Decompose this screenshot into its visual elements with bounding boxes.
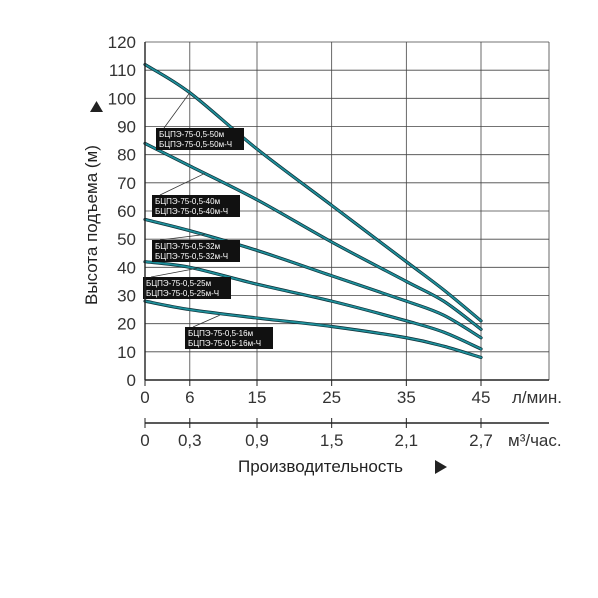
curve-label-leader xyxy=(150,267,198,278)
y-tick-label: 120 xyxy=(108,33,136,52)
curve-label-text: БЦПЭ-75-0,5-50м-Ч xyxy=(159,140,232,149)
x-tick-label-m3h: 0,9 xyxy=(245,431,269,450)
x-tick-label-lpm: 35 xyxy=(397,388,416,407)
y-tick-label: 50 xyxy=(117,230,136,249)
curve-label-leader xyxy=(192,314,220,328)
x-tick-label-m3h: 0,3 xyxy=(178,431,202,450)
series-line xyxy=(144,300,482,359)
y-tick-label: 90 xyxy=(117,118,136,137)
curve-label-bg xyxy=(143,277,231,299)
x-unit-m3h: м³/час. xyxy=(508,431,562,450)
y-tick-label: 20 xyxy=(117,315,136,334)
x-tick-label-lpm: 0 xyxy=(140,388,149,407)
curve-label-text: БЦПЭ-75-0,5-32м-Ч xyxy=(155,252,228,261)
y-tick-label: 60 xyxy=(117,202,136,221)
y-tick-label: 10 xyxy=(117,343,136,362)
y-tick-label: 70 xyxy=(117,174,136,193)
curve-label-leader xyxy=(159,173,205,196)
x-tick-label-lpm: 6 xyxy=(185,388,194,407)
series-line xyxy=(144,142,482,331)
y-tick-label: 30 xyxy=(117,287,136,306)
curve-label-bg xyxy=(156,128,244,150)
curve-labels: БЦПЭ-75-0,5-50мБЦПЭ-75-0,5-50м-ЧБЦПЭ-75-… xyxy=(143,92,273,349)
curve-label-text: БЦПЭ-75-0,5-50м xyxy=(159,130,224,139)
y-tick-label: 0 xyxy=(127,371,136,390)
series-line xyxy=(144,260,482,350)
x-tick-label-m3h: 0 xyxy=(140,431,149,450)
x-tick-label-m3h: 2,7 xyxy=(469,431,493,450)
curve-label-bg xyxy=(185,327,273,349)
arrow-up-icon xyxy=(90,101,103,112)
x-tick-label-lpm: 25 xyxy=(322,388,341,407)
x-unit-lpm: л/мин. xyxy=(512,388,562,407)
y-tick-label: 40 xyxy=(117,258,136,277)
curve-label-leader xyxy=(159,234,205,241)
curve-label-text: БЦПЭ-75-0,5-32м xyxy=(155,242,220,251)
series-line xyxy=(144,218,482,339)
x-axis-title: Производительность xyxy=(238,457,403,476)
arrow-right-icon xyxy=(435,460,447,474)
x-tick-label-m3h: 2,1 xyxy=(395,431,419,450)
curve-label-text: БЦПЭ-75-0,5-40м xyxy=(155,197,220,206)
curve-label-leader xyxy=(163,92,191,129)
axes: 01020304050607080901001101200060,3150,92… xyxy=(108,33,549,450)
y-tick-label: 80 xyxy=(117,146,136,165)
curve-label-bg xyxy=(152,195,240,217)
series-line-outline xyxy=(143,141,483,331)
curve-label-text: БЦПЭ-75-0,5-25м xyxy=(146,279,211,288)
curve-label-text: БЦПЭ-75-0,5-40м-Ч xyxy=(155,207,228,216)
y-tick-label: 110 xyxy=(109,61,136,80)
x-tick-label-lpm: 45 xyxy=(472,388,491,407)
y-tick-label: 100 xyxy=(108,89,136,108)
curve-label-text: БЦПЭ-75-0,5-25м-Ч xyxy=(146,289,219,298)
y-axis-title: Высота подъема (м) xyxy=(82,145,101,305)
curve-label-text: БЦПЭ-75-0,5-16м-Ч xyxy=(188,339,261,348)
x-tick-label-m3h: 1,5 xyxy=(320,431,344,450)
x-tick-label-lpm: 15 xyxy=(248,388,267,407)
curve-label-text: БЦПЭ-75-0,5-16м xyxy=(188,329,253,338)
curve-label-bg xyxy=(152,240,240,262)
